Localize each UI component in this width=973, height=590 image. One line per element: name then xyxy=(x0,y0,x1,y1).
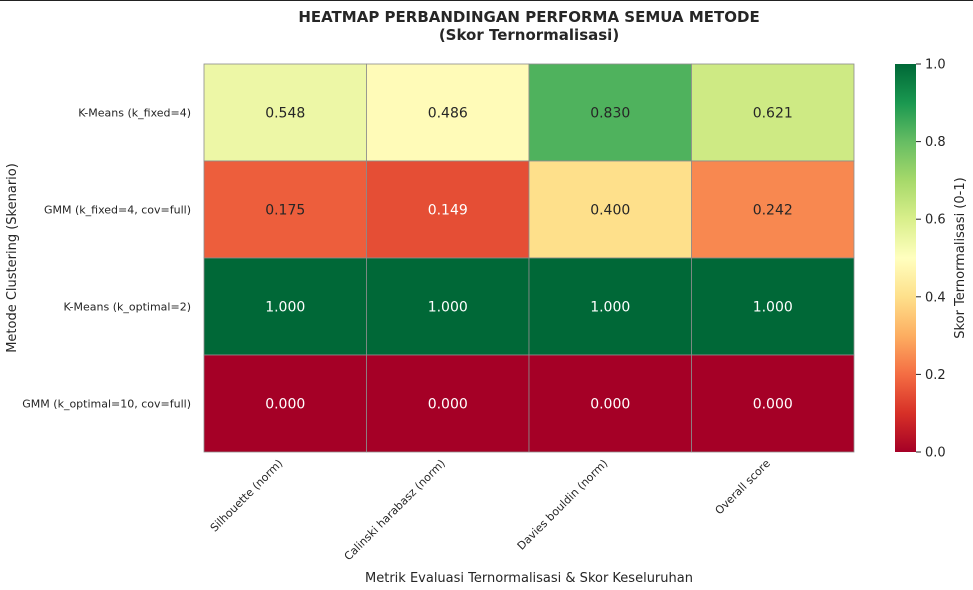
x-tick-label: Calinski harabasz (norm) xyxy=(342,457,448,563)
y-tick-label: K-Means (k_fixed=4) xyxy=(78,107,191,120)
heatmap-cell xyxy=(366,63,530,162)
cell-value-label: 1.000 xyxy=(265,300,305,316)
cell-value-label: 0.000 xyxy=(428,397,468,413)
cell-value-label: 0.548 xyxy=(265,106,305,122)
y-tick-label: K-Means (k_optimal=2) xyxy=(64,301,192,314)
heatmap-cell xyxy=(528,63,692,162)
x-tick-label: Silhouette (norm) xyxy=(208,457,286,535)
heatmap-cell xyxy=(691,257,855,356)
heatmap-cell xyxy=(691,160,855,259)
colorbar-tick-label: 1.0 xyxy=(925,58,946,73)
colorbar-label: Skor Ternormalisasi (0-1) xyxy=(953,177,968,338)
y-tick-label: GMM (k_fixed=4, cov=full) xyxy=(44,204,191,217)
cell-value-label: 0.830 xyxy=(590,106,630,122)
top-border-line xyxy=(0,0,973,1)
colorbar-tick-label: 0.4 xyxy=(925,290,946,305)
cell-value-label: 0.175 xyxy=(265,203,305,219)
heatmap-cell xyxy=(203,354,367,453)
colorbar-tick-label: 0.8 xyxy=(925,135,946,150)
x-tick-label: Overall score xyxy=(713,457,774,518)
cell-value-label: 0.486 xyxy=(428,106,468,122)
cell-value-label: 1.000 xyxy=(428,300,468,316)
colorbar xyxy=(895,64,916,452)
cell-value-label: 0.000 xyxy=(590,397,630,413)
cell-value-label: 1.000 xyxy=(590,300,630,316)
heatmap-cell xyxy=(203,257,367,356)
heatmap-cell xyxy=(528,160,692,259)
chart-subtitle: (Skor Ternormalisasi) xyxy=(438,26,620,44)
y-axis-label: Metode Clustering (Skenario) xyxy=(5,163,20,353)
colorbar-tick-label: 0.0 xyxy=(925,446,946,461)
heatmap-cell xyxy=(203,63,367,162)
heatmap-cells: 0.548 0.486 0.830 0.621 0.175 0.149 0.400 0.242… xyxy=(203,63,855,453)
colorbar-ticks: 0.0 0.2 0.4 0.6 0.8 1.0 xyxy=(916,58,946,461)
heatmap-cell xyxy=(691,63,855,162)
chart-title: HEATMAP PERBANDINGAN PERFORMA SEMUA METO… xyxy=(298,8,760,26)
x-tick-labels: Silhouette (norm) Calinski harabasz (norm… xyxy=(208,457,773,563)
heatmap-cell xyxy=(366,354,530,453)
cell-value-label: 0.000 xyxy=(753,397,793,413)
cell-value-label: 0.149 xyxy=(428,203,468,219)
heatmap-cell xyxy=(528,354,692,453)
colorbar-tick-label: 0.2 xyxy=(925,368,946,383)
cell-value-label: 0.400 xyxy=(590,203,630,219)
colorbar-tick-label: 0.6 xyxy=(925,213,946,228)
y-tick-label: GMM (k_optimal=10, cov=full) xyxy=(22,398,191,411)
cell-value-label: 1.000 xyxy=(753,300,793,316)
y-tick-labels: K-Means (k_fixed=4) GMM (k_fixed=4, cov=f… xyxy=(22,107,191,411)
x-axis-label: Metrik Evaluasi Ternormalisasi & Skor Ke… xyxy=(365,571,693,586)
heatmap-cell xyxy=(691,354,855,453)
x-tick-label: Davies bouldin (norm) xyxy=(515,457,611,553)
cell-value-label: 0.621 xyxy=(753,106,793,122)
cell-value-label: 0.000 xyxy=(265,397,305,413)
cell-value-label: 0.242 xyxy=(753,203,793,219)
